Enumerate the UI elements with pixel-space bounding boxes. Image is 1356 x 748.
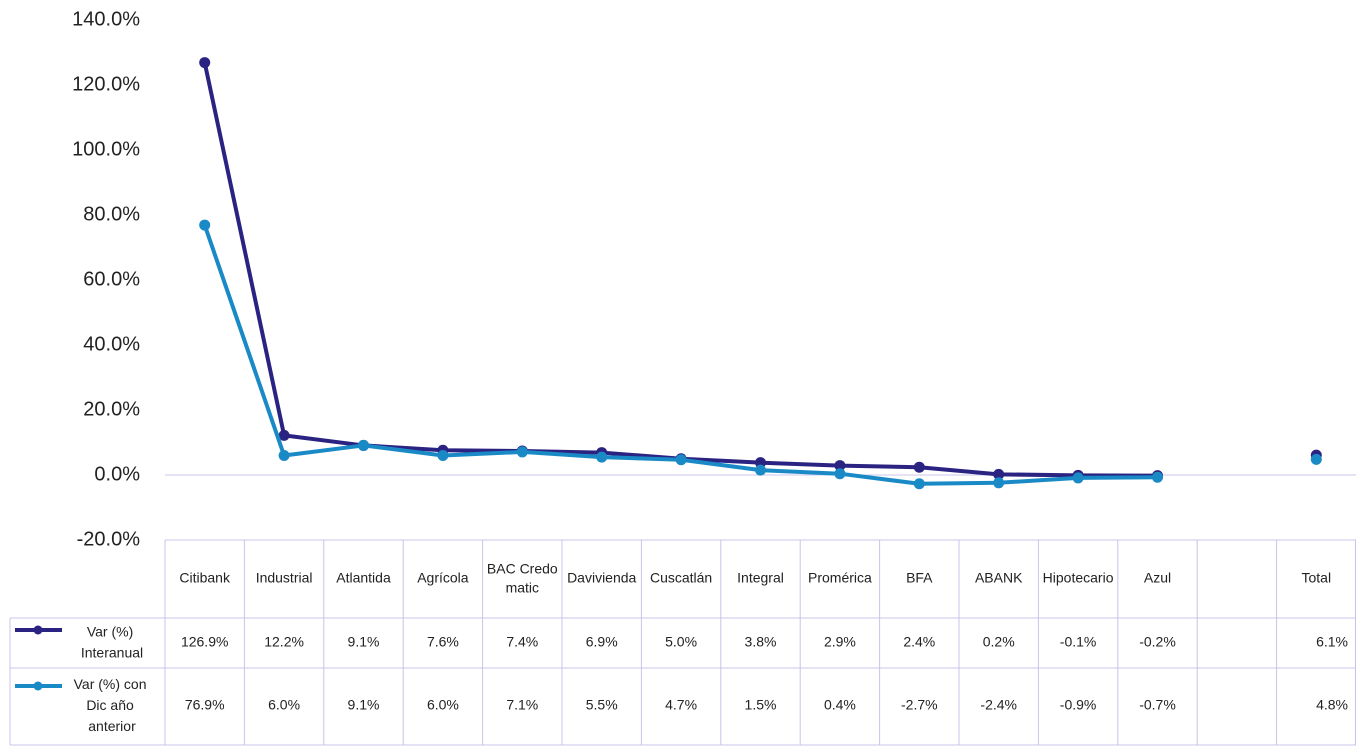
x-tick-label: Total	[1302, 570, 1332, 586]
series-marker	[913, 461, 925, 473]
x-tick-label: BFA	[906, 570, 933, 586]
data-label: 6.9%	[586, 634, 618, 650]
x-tick-label: Azul	[1144, 570, 1171, 586]
data-label: 9.1%	[348, 634, 380, 650]
legend-label: Var (%) Interanual	[81, 623, 143, 660]
x-tick-label: ABANK	[975, 570, 1023, 586]
series-marker	[1152, 471, 1163, 483]
x-tick-label: Hipotecario	[1043, 570, 1114, 586]
data-label: 6.0%	[427, 697, 459, 713]
y-tick-label: 60.0%	[83, 268, 140, 290]
series-marker	[1072, 472, 1084, 484]
series-marker	[675, 454, 687, 466]
series-marker	[1310, 453, 1322, 465]
data-label: -0.1%	[1060, 634, 1097, 650]
data-label: 9.1%	[348, 697, 380, 713]
y-tick-label: 120.0%	[72, 73, 140, 95]
data-label: 2.4%	[903, 634, 935, 650]
data-label: 3.8%	[745, 634, 777, 650]
x-tick-label: Integral	[737, 570, 784, 586]
series-marker	[199, 57, 211, 69]
data-label: -0.2%	[1139, 634, 1176, 650]
series-line	[202, 62, 1158, 478]
data-label: 1.5%	[745, 697, 777, 713]
series-marker	[993, 477, 1005, 489]
legend-marker	[33, 625, 43, 635]
data-label: 4.8%	[1316, 697, 1348, 713]
data-label: 76.9%	[185, 697, 225, 713]
x-tick-label: Industrial	[256, 570, 313, 586]
series-marker	[278, 429, 290, 441]
series-marker	[199, 219, 211, 231]
data-label: 6.1%	[1316, 634, 1348, 650]
data-label: 7.6%	[427, 634, 459, 650]
x-tick-label: Atlantida	[336, 570, 391, 586]
x-tick-label: BAC Credo matic	[487, 560, 558, 595]
data-label: 0.2%	[983, 634, 1015, 650]
data-label: 7.1%	[506, 697, 538, 713]
series-marker	[516, 446, 528, 458]
data-label: 12.2%	[264, 634, 304, 650]
x-tick-label: Citibank	[179, 570, 231, 586]
data-label: 4.7%	[665, 697, 697, 713]
data-label: 126.9%	[181, 634, 228, 650]
data-label: 5.5%	[586, 697, 618, 713]
y-tick-label: 100.0%	[72, 138, 140, 160]
series-marker	[437, 450, 449, 461]
data-label: 7.4%	[506, 634, 538, 650]
data-label: 2.9%	[824, 634, 856, 650]
data-label: 0.4%	[824, 697, 856, 713]
y-tick-label: 80.0%	[83, 203, 140, 225]
y-tick-label: 140.0%	[72, 8, 140, 30]
data-label: -0.7%	[1139, 697, 1176, 713]
data-label: -0.9%	[1060, 697, 1097, 713]
series-marker	[596, 451, 608, 463]
y-tick-label: 20.0%	[83, 398, 140, 420]
series-marker	[278, 450, 290, 461]
x-tick-label: Promérica	[808, 570, 872, 586]
data-label: 5.0%	[665, 634, 697, 650]
y-tick-label: 0.0%	[94, 463, 140, 485]
x-tick-label: Cuscatlán	[650, 570, 712, 586]
series-marker	[834, 468, 846, 480]
data-label: -2.7%	[901, 697, 938, 713]
series-marker	[358, 439, 369, 451]
legend-marker	[33, 681, 43, 691]
legend-label: Var (%) con Dic año anterior	[74, 676, 151, 734]
y-tick-label: -20.0%	[77, 528, 141, 550]
series-marker	[913, 478, 925, 490]
data-label: 6.0%	[268, 697, 300, 713]
series-marker	[993, 468, 1005, 480]
series-marker	[755, 464, 766, 476]
x-tick-label: Agrícola	[417, 570, 469, 586]
series-marker	[834, 460, 846, 472]
y-tick-label: 40.0%	[83, 333, 140, 355]
x-tick-label: Davivienda	[567, 570, 636, 586]
data-label: -2.4%	[980, 697, 1017, 713]
